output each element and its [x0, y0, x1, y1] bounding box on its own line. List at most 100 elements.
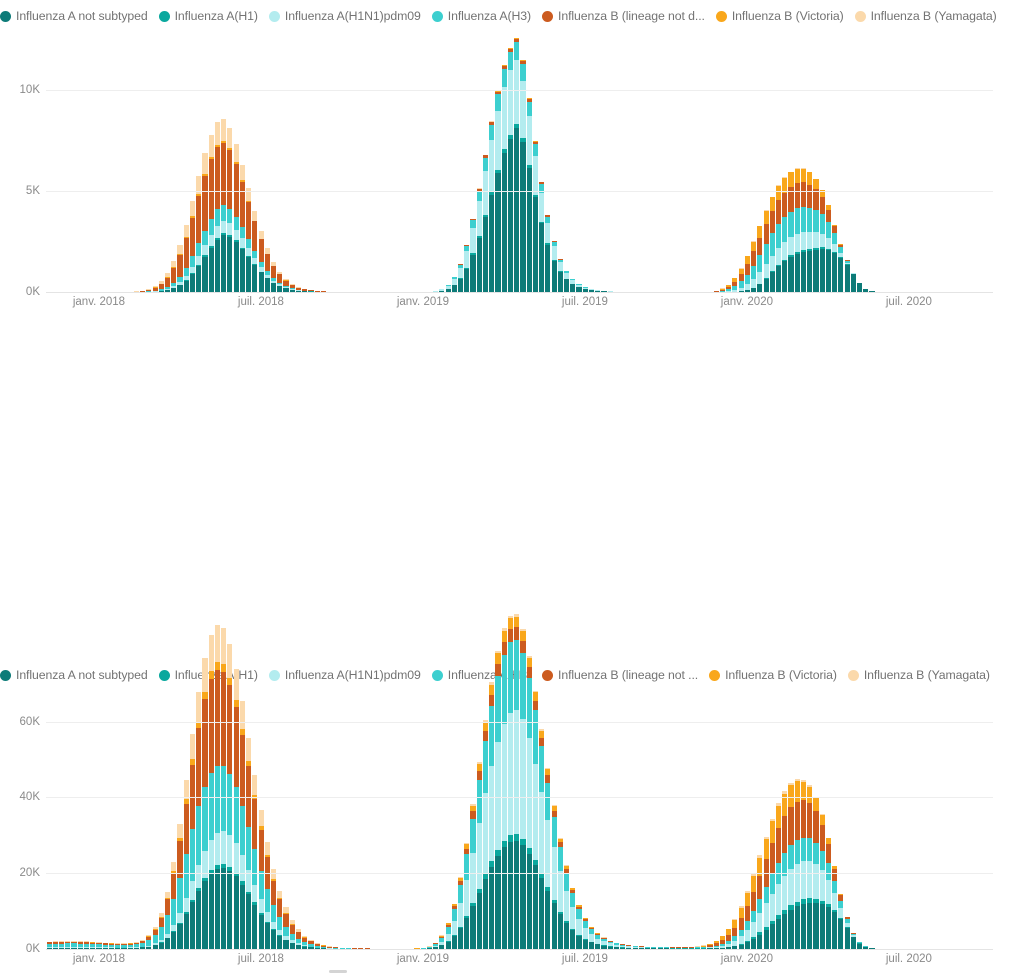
bar[interactable]: [90, 942, 95, 949]
bar[interactable]: [826, 205, 831, 292]
bar[interactable]: [527, 656, 532, 949]
bar[interactable]: [770, 819, 775, 949]
bar[interactable]: [439, 935, 444, 949]
bar[interactable]: [265, 248, 270, 292]
bar[interactable]: [265, 842, 270, 949]
bar[interactable]: [608, 941, 613, 949]
bar[interactable]: [53, 941, 58, 949]
bar[interactable]: [757, 855, 762, 949]
bar[interactable]: [483, 720, 488, 949]
bar[interactable]: [221, 119, 226, 292]
bar[interactable]: [589, 927, 594, 949]
bar[interactable]: [576, 284, 581, 292]
bar[interactable]: [801, 168, 806, 292]
bar[interactable]: [739, 906, 744, 949]
bar[interactable]: [545, 215, 550, 292]
bar[interactable]: [558, 838, 563, 949]
bar[interactable]: [732, 919, 737, 949]
bar[interactable]: [770, 197, 775, 292]
legend-item[interactable]: Influenza B (Victoria): [716, 9, 844, 23]
bar[interactable]: [59, 941, 64, 949]
bar[interactable]: [502, 65, 507, 292]
bar[interactable]: [240, 701, 245, 949]
bar[interactable]: [788, 783, 793, 949]
bar[interactable]: [751, 874, 756, 949]
bar[interactable]: [807, 172, 812, 292]
bar[interactable]: [458, 877, 463, 949]
bar[interactable]: [177, 824, 182, 949]
bar[interactable]: [296, 929, 301, 949]
bar[interactable]: [190, 201, 195, 292]
bar[interactable]: [227, 128, 232, 292]
bar[interactable]: [234, 669, 239, 949]
bar[interactable]: [177, 245, 182, 292]
bar[interactable]: [508, 616, 513, 949]
bar[interactable]: [283, 907, 288, 949]
bar[interactable]: [776, 803, 781, 949]
legend-item[interactable]: Influenza A(H1N1)pdm09: [269, 668, 421, 682]
bar[interactable]: [545, 768, 550, 949]
legend-item[interactable]: Influenza A(H3): [432, 9, 531, 23]
bar[interactable]: [184, 225, 189, 292]
bar[interactable]: [764, 837, 769, 949]
bar[interactable]: [271, 262, 276, 292]
bar[interactable]: [196, 176, 201, 292]
bar[interactable]: [84, 941, 89, 949]
bar[interactable]: [820, 190, 825, 292]
bar[interactable]: [795, 168, 800, 292]
bar[interactable]: [595, 933, 600, 949]
bar[interactable]: [832, 225, 837, 292]
bar[interactable]: [782, 791, 787, 949]
bar[interactable]: [458, 264, 463, 292]
bar[interactable]: [477, 188, 482, 292]
bar[interactable]: [514, 614, 519, 949]
bar[interactable]: [826, 838, 831, 949]
bar[interactable]: [209, 635, 214, 949]
bar[interactable]: [782, 177, 787, 292]
bar[interactable]: [726, 929, 731, 949]
bar[interactable]: [583, 918, 588, 949]
bar[interactable]: [720, 936, 725, 949]
bar[interactable]: [246, 738, 251, 949]
bar[interactable]: [215, 122, 220, 292]
bar[interactable]: [533, 141, 538, 292]
bar[interactable]: [576, 905, 581, 949]
bar[interactable]: [271, 869, 276, 949]
bar[interactable]: [726, 285, 731, 293]
bar[interactable]: [751, 241, 756, 292]
bar[interactable]: [209, 135, 214, 292]
bar[interactable]: [776, 185, 781, 292]
bar[interactable]: [533, 691, 538, 949]
bar[interactable]: [714, 941, 719, 949]
bar[interactable]: [552, 241, 557, 292]
bar[interactable]: [539, 182, 544, 292]
legend-item[interactable]: Influenza B (Victoria): [709, 668, 837, 682]
bar[interactable]: [252, 775, 257, 949]
bar[interactable]: [252, 211, 257, 292]
bar[interactable]: [745, 256, 750, 292]
bar[interactable]: [165, 892, 170, 949]
bar[interactable]: [552, 805, 557, 949]
bar[interactable]: [446, 923, 451, 949]
bar[interactable]: [739, 268, 744, 292]
bar[interactable]: [845, 260, 850, 292]
bar[interactable]: [564, 865, 569, 949]
bar[interactable]: [857, 283, 862, 292]
bar[interactable]: [184, 780, 189, 949]
bar[interactable]: [259, 231, 264, 292]
bar[interactable]: [215, 625, 220, 949]
bar[interactable]: [795, 779, 800, 949]
legend-item[interactable]: Influenza A(H1N1)pdm09: [269, 9, 421, 23]
bar[interactable]: [308, 940, 313, 949]
bar[interactable]: [165, 273, 170, 292]
bar[interactable]: [464, 245, 469, 292]
bar[interactable]: [240, 165, 245, 292]
bar[interactable]: [477, 762, 482, 949]
bar[interactable]: [159, 281, 164, 292]
bar[interactable]: [851, 273, 856, 292]
bar[interactable]: [47, 942, 52, 949]
legend-item[interactable]: Influenza B (Yamagata): [848, 668, 990, 682]
bar[interactable]: [190, 734, 195, 949]
legend-item[interactable]: Influenza A not subtyped: [0, 9, 148, 23]
bar[interactable]: [464, 843, 469, 949]
